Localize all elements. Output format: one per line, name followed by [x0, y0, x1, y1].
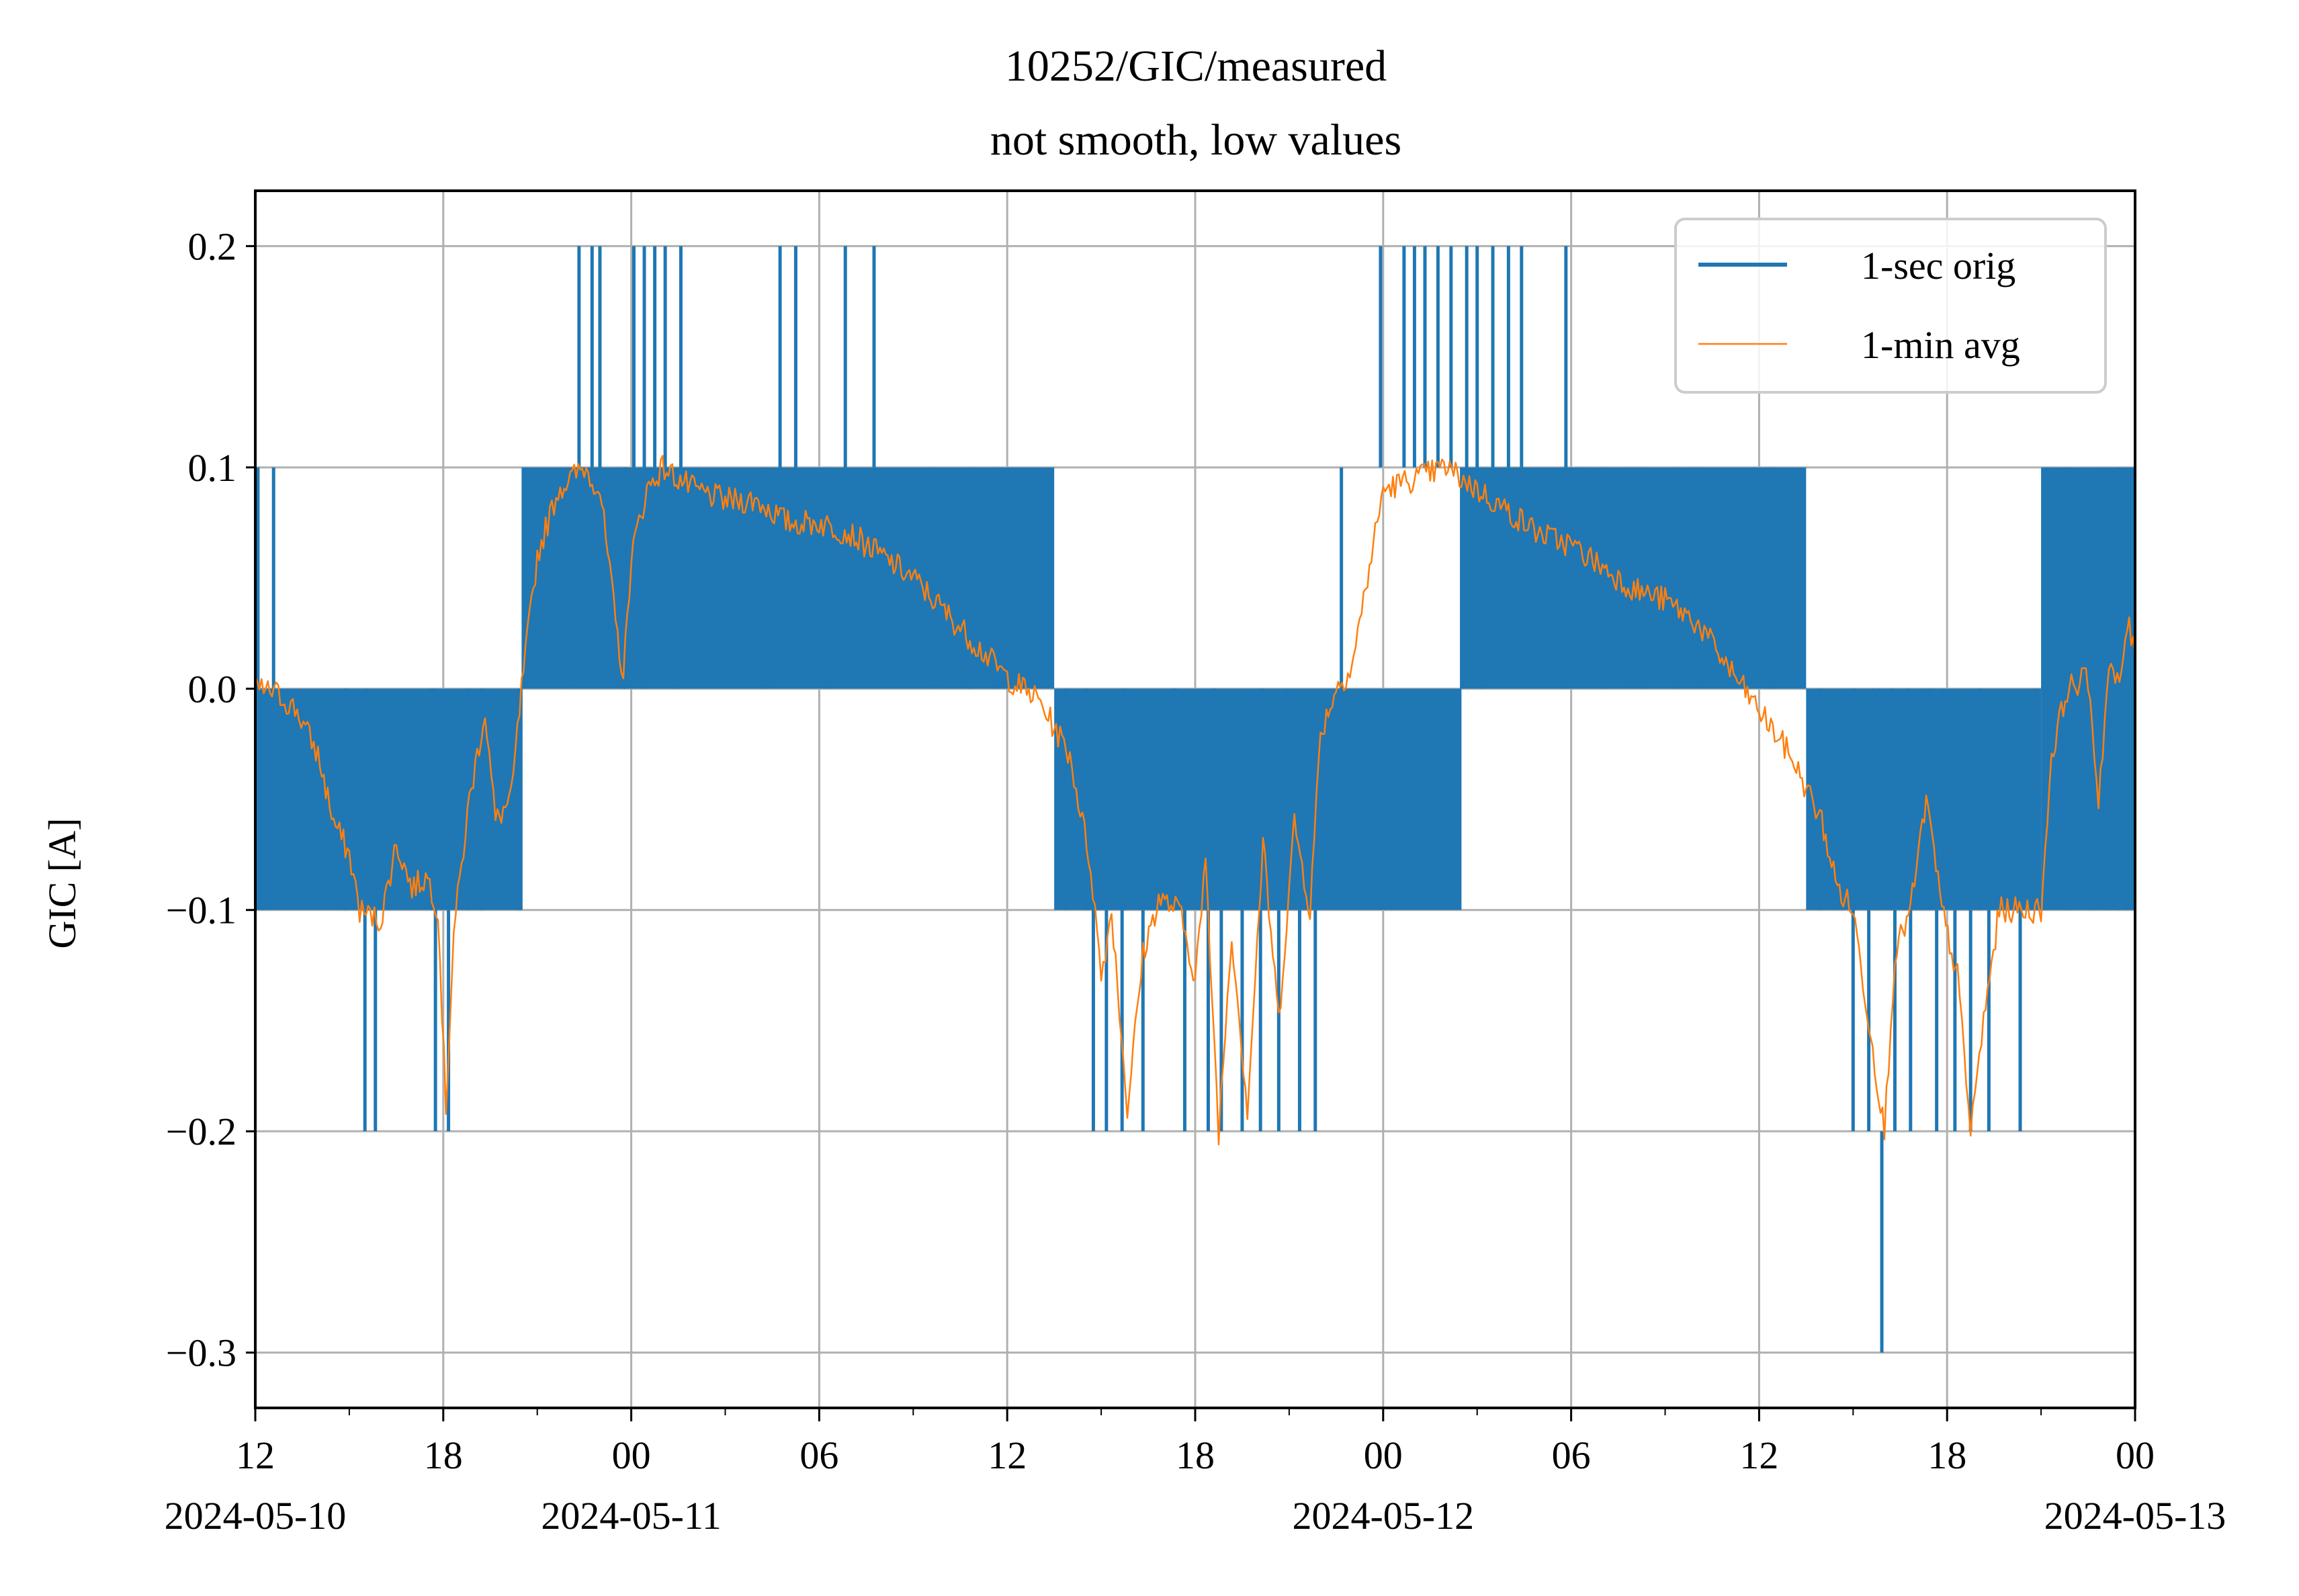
orig-band-segment [521, 467, 1055, 689]
x-date-label: 2024-05-12 [1292, 1494, 1474, 1538]
x-tick-label: 00 [1364, 1433, 1403, 1477]
legend-label-1sec-orig: 1-sec orig [1861, 244, 2015, 287]
legend: 1-sec orig 1-min avg [1674, 218, 2107, 394]
x-tick-label: 00 [612, 1433, 651, 1477]
y-tick-label: −0.1 [166, 889, 236, 932]
series-1sec-orig [255, 246, 2135, 1353]
orig-band-segment [1054, 689, 1462, 910]
avg-line [254, 455, 2136, 1146]
y-axis: 0.2 0.1 0.0 −0.1 −0.2 −0.3 [166, 224, 255, 1375]
y-axis-label: GIC [A] [40, 818, 84, 949]
legend-box [1674, 218, 2107, 394]
y-tick-label: −0.3 [166, 1331, 236, 1375]
series-1min-avg [254, 455, 2136, 1146]
chart-title: 10252/GIC/measured [1005, 42, 1387, 91]
x-tick-label: 06 [799, 1433, 838, 1477]
x-tick-label: 00 [2116, 1433, 2155, 1477]
x-date-label: 2024-05-11 [541, 1494, 721, 1538]
x-tick-label: 18 [424, 1433, 463, 1477]
x-date-label: 2024-05-13 [2044, 1494, 2226, 1538]
chart-subtitle: not smooth, low values [990, 116, 1401, 165]
x-tick-label: 06 [1552, 1433, 1591, 1477]
x-axis: 12 2024-05-10 18 00 2024-05-11 06 12 18 00 2024-0… [165, 1408, 2226, 1538]
legend-label-1min-avg: 1-min avg [1861, 323, 2020, 367]
y-tick-label: 0.0 [188, 667, 237, 711]
x-tick-label: 12 [988, 1433, 1027, 1477]
x-tick-label: 18 [1176, 1433, 1215, 1477]
x-tick-label: 12 [1739, 1433, 1778, 1477]
y-tick-label: 0.2 [188, 224, 237, 268]
x-tick-label: 18 [1927, 1433, 1966, 1477]
y-tick-label: −0.2 [166, 1110, 236, 1153]
x-tick-label: 12 [236, 1433, 275, 1477]
y-tick-label: 0.1 [188, 446, 237, 490]
x-date-label: 2024-05-10 [165, 1494, 347, 1538]
